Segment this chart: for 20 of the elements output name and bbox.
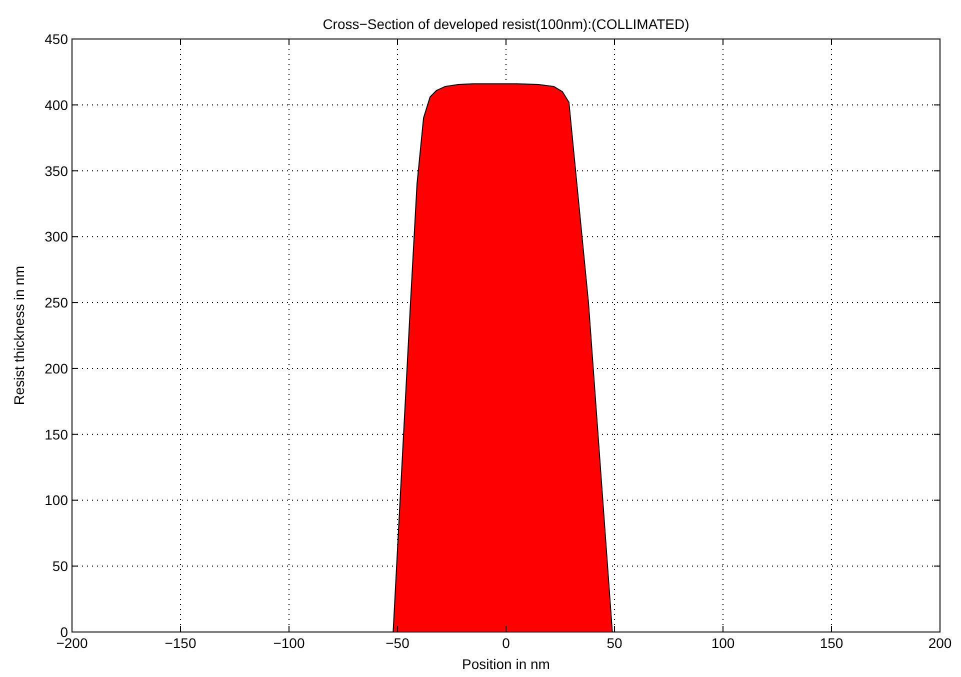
- y-tick-label: 200: [44, 360, 68, 376]
- x-tick-label: 150: [820, 635, 844, 651]
- y-tick-label: 350: [44, 162, 68, 179]
- x-tick-label: 100: [711, 635, 735, 651]
- y-tick-label: 300: [44, 228, 68, 245]
- y-axis-title: Resist thickness in nm: [11, 266, 27, 406]
- x-tick-label: 0: [502, 635, 510, 651]
- x-tick-label: 200: [928, 635, 952, 651]
- y-tick-label: 150: [44, 426, 68, 442]
- x-tick-label: 50: [606, 635, 622, 651]
- y-tick-label: 400: [44, 96, 68, 113]
- x-tick-label: −100: [273, 635, 305, 651]
- x-tick-label: −150: [164, 635, 196, 651]
- chart-title: Cross−Section of developed resist(100nm):(COLLIMATED): [322, 16, 690, 32]
- y-tick-label: 250: [44, 294, 68, 311]
- x-tick-label: −50: [386, 635, 410, 651]
- y-tick-label: 100: [44, 492, 68, 508]
- y-tick-label: 50: [52, 558, 68, 574]
- y-tick-label: 450: [44, 31, 68, 47]
- x-axis-title: Position in nm: [462, 656, 550, 672]
